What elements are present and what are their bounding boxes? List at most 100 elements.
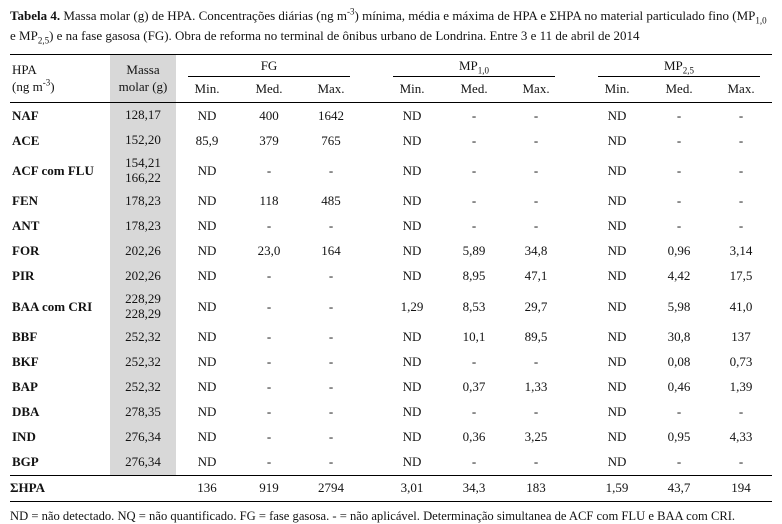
value-cell: -	[738, 162, 744, 178]
value-cell: 89,5	[524, 329, 548, 345]
massa-molar-cell: 128,17	[110, 102, 176, 128]
hpa-name-cell: BAP	[12, 379, 38, 395]
group-spacer-cell	[362, 289, 381, 325]
table-row: BBF 252,32 ND - - ND 10,1 89,5 ND 30,8 137	[10, 324, 772, 350]
group-spacer-cell	[567, 450, 586, 476]
caption-text-4: ) e na fase gasosa (FG). Obra de reforma…	[49, 27, 640, 43]
group-gap-1	[362, 54, 382, 103]
value-cell: -	[266, 354, 272, 370]
fg-label: FG	[260, 58, 278, 73]
group-spacer-cell	[567, 153, 586, 189]
value-cell: ND	[197, 354, 217, 370]
column-header-hpa: HPA (ng m-3)	[10, 54, 110, 103]
group-header-fg: FG	[176, 55, 362, 77]
value-cell: -	[738, 107, 744, 123]
value-cell: ND	[402, 379, 422, 395]
group-spacer-cell	[362, 325, 381, 350]
value-cell: ND	[402, 132, 422, 148]
caption-text-1: Massa molar (g) de HPA. Concentrações di…	[60, 8, 347, 23]
value-cell: -	[328, 218, 334, 234]
table-row: PIR 202,26 ND - - ND 8,95 47,1 ND 4,42 17,5	[10, 263, 772, 289]
mp10-max-header: Max.	[505, 77, 568, 103]
value-cell: 5,98	[667, 298, 691, 314]
value-cell: ND	[607, 429, 627, 445]
value-cell: -	[738, 218, 744, 234]
value-cell: -	[328, 454, 334, 470]
massa-molar-cell: 152,20	[110, 128, 176, 153]
hpa-name-cell: ΣHPA	[10, 474, 110, 502]
table-row: BKF 252,32 ND - - ND - - ND 0,08 0,73	[10, 349, 772, 375]
group-spacer-cell	[362, 450, 381, 476]
value-cell: ND	[607, 329, 627, 345]
group-spacer-cell	[362, 400, 381, 425]
value-cell: ND	[607, 132, 627, 148]
value-cell: 0,36	[462, 429, 486, 445]
value-cell: ND	[402, 429, 422, 445]
group-spacer-cell	[362, 153, 381, 189]
hpa-name-cell: BGP	[12, 454, 39, 470]
hpa-name-cell: BAA com CRI	[12, 298, 93, 314]
value-cell: ND	[607, 268, 627, 284]
value-cell: 1,29	[400, 298, 424, 314]
value-cell: 29,7	[524, 298, 548, 314]
group-spacer-cell	[567, 400, 586, 425]
group-spacer-cell	[567, 189, 586, 214]
hpa-header-unit: (ng m	[12, 78, 43, 94]
group-spacer-cell	[362, 375, 381, 400]
value-cell: ND	[607, 298, 627, 314]
massa-molar-cell: 178,23	[110, 188, 176, 214]
value-cell: 485	[321, 193, 341, 209]
value-cell: 118	[259, 193, 279, 209]
value-cell: -	[266, 162, 272, 178]
massa-molar-cell: 228,29 228,29	[110, 288, 176, 325]
value-cell: -	[533, 354, 539, 370]
value-cell: 164	[321, 243, 341, 259]
value-cell: ND	[402, 218, 422, 234]
group-spacer-cell	[362, 264, 381, 289]
value-cell: ND	[197, 298, 217, 314]
table-row: ACE 152,20 85,9 379 765 ND - - ND - -	[10, 128, 772, 153]
table-row: BGP 276,34 ND - - ND - - ND - -	[10, 449, 772, 476]
value-cell: -	[328, 404, 334, 420]
value-cell: -	[266, 329, 272, 345]
value-cell: -	[266, 454, 272, 470]
value-cell: 0,96	[667, 243, 691, 259]
value-cell: 400	[259, 107, 279, 123]
value-cell: -	[676, 162, 682, 178]
table-row: ANT 178,23 ND - - ND - - ND - -	[10, 213, 772, 239]
massa-molar-cell: 154,21 166,22	[110, 153, 176, 189]
table-body: NAF 128,17 ND 400 1642 ND - - ND - - ACE 152,20 85,9 3…	[10, 102, 772, 476]
value-cell: 136	[176, 474, 238, 502]
value-cell: -	[676, 132, 682, 148]
value-cell: 10,1	[462, 329, 486, 345]
table-row: NAF 128,17 ND 400 1642 ND - - ND - -	[10, 102, 772, 128]
value-cell: -	[266, 429, 272, 445]
group-spacer-cell	[567, 214, 586, 239]
mp25-max-header: Max.	[710, 77, 773, 103]
value-cell: ND	[402, 404, 422, 420]
value-cell: -	[328, 379, 334, 395]
hpa-name-cell: DBA	[12, 404, 40, 420]
value-cell: 765	[321, 132, 341, 148]
value-cell: -	[533, 132, 539, 148]
value-cell: -	[328, 429, 334, 445]
value-cell: 0,73	[729, 354, 753, 370]
value-cell: 47,1	[524, 268, 548, 284]
value-cell: -	[738, 132, 744, 148]
value-cell: -	[533, 162, 539, 178]
massa-header-line2: molar (g)	[118, 78, 168, 94]
table-row: FEN 178,23 ND 118 485 ND - - ND - -	[10, 188, 772, 214]
massa-molar-cell: 276,34	[110, 424, 176, 450]
table-row: BAP 252,32 ND - - ND 0,37 1,33 ND 0,46 1,39	[10, 374, 772, 400]
group-spacer-cell	[567, 264, 586, 289]
group-gap-2	[567, 54, 587, 103]
value-cell: -	[676, 454, 682, 470]
value-cell: 0,08	[667, 354, 691, 370]
value-cell: ND	[197, 379, 217, 395]
value-cell: -	[533, 404, 539, 420]
caption-subscript-mp10: 1,0	[755, 15, 767, 26]
value-cell: -	[533, 107, 539, 123]
value-cell: -	[533, 193, 539, 209]
mp25-label: MP	[664, 58, 683, 73]
value-cell: -	[676, 193, 682, 209]
